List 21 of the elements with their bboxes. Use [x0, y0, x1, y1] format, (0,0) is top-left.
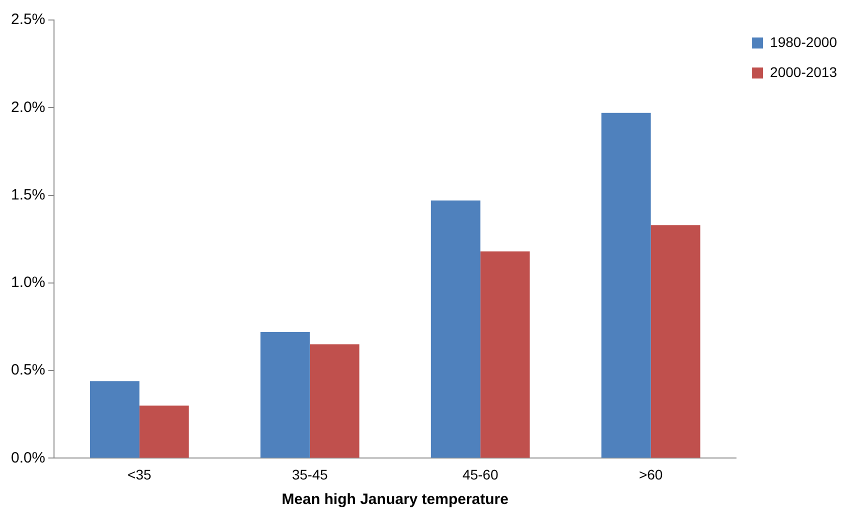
x-tick-label: 35-45 — [292, 466, 328, 482]
bar — [430, 200, 480, 458]
bar — [310, 344, 360, 458]
legend-label: 1980-2000 — [770, 34, 838, 50]
y-tick-label: 2.5% — [10, 11, 46, 28]
bar — [260, 332, 310, 458]
x-axis-title: Mean high January temperature — [282, 491, 508, 508]
y-tick-label: 1.0% — [10, 274, 46, 292]
y-tick-label: 2.0% — [10, 98, 46, 116]
y-tick-label: 1.5% — [10, 186, 46, 204]
x-tick-label: <35 — [128, 466, 152, 482]
bar — [650, 225, 700, 458]
x-tick-label: >60 — [638, 466, 663, 482]
bar — [90, 381, 140, 458]
x-tick-label: 45-60 — [462, 466, 498, 482]
bar — [601, 112, 651, 458]
bar — [139, 406, 189, 458]
legend-label: 2000-2013 — [770, 64, 838, 80]
bar — [480, 251, 530, 458]
y-tick-label: 0.5% — [10, 362, 46, 379]
y-tick-label: 0.0% — [10, 449, 46, 466]
